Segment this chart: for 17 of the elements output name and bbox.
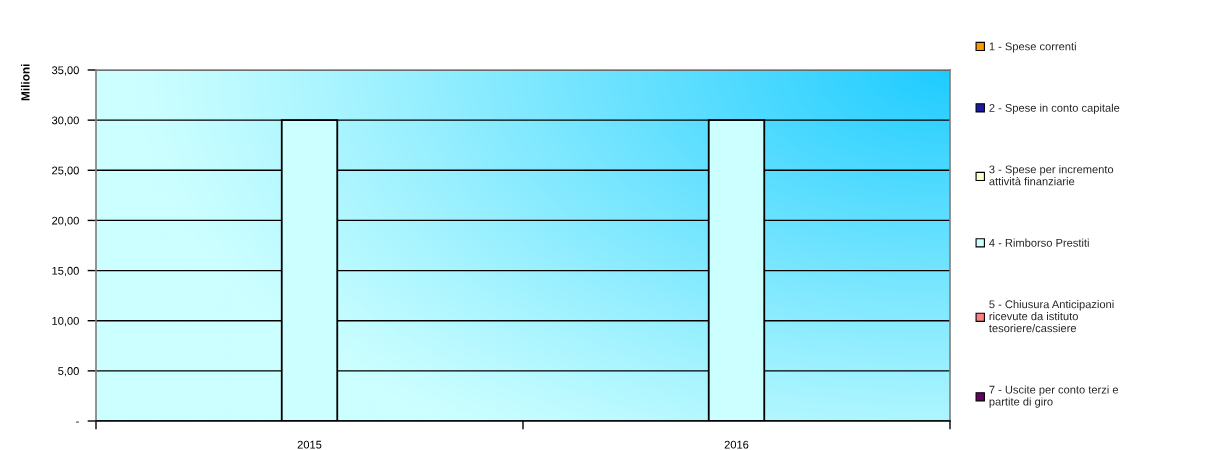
legend-label: 5 - Chiusura Anticipazioni ricevute da istituto tesoriere/cassiere <box>989 300 1114 333</box>
y-tick-label: 35,00 <box>51 66 79 76</box>
x-tick-label: 2015 <box>297 440 322 449</box>
y-tick-label: 15,00 <box>52 266 79 277</box>
legend-label: 4 - Rimborso Prestiti <box>989 238 1089 247</box>
y-tick-label: 5,00 <box>58 367 79 377</box>
legend-label: 7 - Uscite per conto terzi e partite di giro <box>989 385 1119 408</box>
y-axis-title: Milioni <box>20 64 30 101</box>
y-tick-label: 30,00 <box>51 116 79 126</box>
legend-label: 3 - Spese per incremento attività finanziarie <box>989 165 1114 186</box>
y-tick-label: 10,00 <box>52 316 79 327</box>
legend-label: 1 - Spese correnti <box>989 42 1076 53</box>
y-tick-label: 20,00 <box>52 216 79 226</box>
legend-label: 2 - Spese in conto capitale <box>989 103 1120 115</box>
y-tick-label: 25,00 <box>52 166 79 176</box>
x-tick-label: 2016 <box>724 440 749 449</box>
y-tick-label: - <box>76 421 79 423</box>
